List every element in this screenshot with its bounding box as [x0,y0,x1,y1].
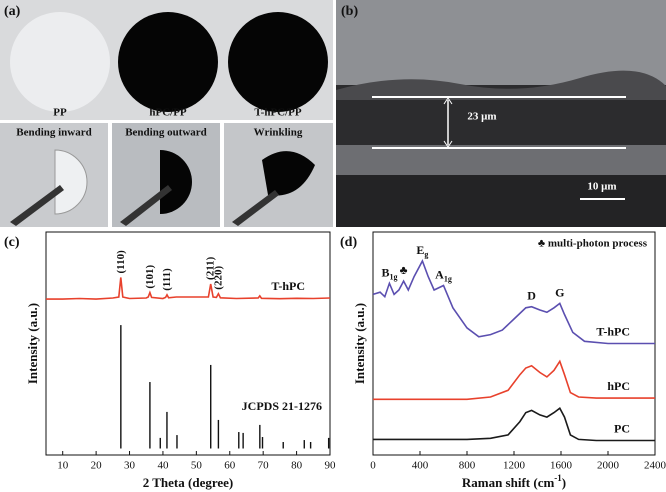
peak-label-main: (110) [114,250,126,274]
annotation: ♣ multi-photon process [538,238,648,250]
sem-layer [336,145,666,175]
panel-label: (a) [4,4,21,19]
tweezers [120,185,172,226]
scale-bar-label: 10 μm [587,181,616,193]
series-line [372,259,655,345]
peak-label: ♣ [400,263,408,277]
photo [0,123,108,227]
x-axis-title-part: ) [562,475,566,490]
series-label: T-hPC [271,279,305,293]
peak-label-main: (101) [143,264,155,288]
x-axis-title: 2 Theta (degree) [143,475,234,490]
x-tick-label: 70 [258,460,270,472]
sem-layer [336,70,666,100]
peak-label: B1g [381,265,397,282]
pp-disc [10,12,110,112]
x-tick-label: 40 [157,460,169,472]
peak-label: (211) [204,256,216,280]
x-tick-label: 0 [370,460,376,472]
x-tick-label: 80 [291,460,303,472]
bent-film [54,149,88,215]
series-line [373,406,655,442]
peak-label-main: G [555,285,564,299]
x-tick-label: 800 [459,460,476,472]
x-tick-label: 1200 [503,460,526,472]
peak-label-main: B [381,265,389,279]
panel-label: (c) [4,235,20,250]
panel-label: (d) [340,235,357,250]
hpc-disc [118,12,218,112]
peak-label: (111) [160,268,172,291]
thpc-disc [228,12,328,112]
wrinkled-film [262,151,315,196]
x-axis-title: Raman shift (cm-1) [462,473,566,490]
x-tick-label: 10 [57,460,69,472]
sem-substrate [336,175,666,227]
x-tick-label: 2400 [644,460,666,472]
tweezers [232,190,279,226]
peak-label: G [555,285,564,299]
plot-frame [45,231,331,456]
sample-label: hPC/PP [149,107,187,119]
series-label: PC [614,421,630,435]
x-axis-title-part: 2 Theta (degree) [143,475,234,490]
peak-label-main: E [416,243,424,257]
peak-label-sub: 1g [444,275,452,284]
arrow-head [443,97,453,148]
peak-label-main: D [527,288,536,302]
peak-label: (220) [212,266,224,290]
series-label: hPC [607,379,630,393]
peak-label-main: (220) [212,266,224,290]
bent-film [160,150,192,214]
peak-label-main: A [435,267,444,281]
x-tick-label: 2000 [597,460,620,472]
x-tick-label: 30 [124,460,136,472]
peak-label: A1g [435,267,452,284]
series-label: T-hPC [596,324,630,338]
panel-label: (b) [341,4,358,19]
peak-label-sub: 1g [389,273,397,282]
peak-label-main: (111) [160,268,172,291]
sample-label: T-hPC/PP [254,107,302,119]
series-line [46,277,331,300]
x-tick-label: 1600 [550,460,573,472]
photo-label: Wrinkling [254,127,303,139]
x-tick-label: 90 [325,460,337,472]
peak-label: (101) [143,264,155,288]
sample-label: PP [53,107,67,119]
y-axis-title: Intensity (a.u.) [352,303,367,384]
series-line [373,359,655,401]
x-axis-title-part: -1 [554,473,562,483]
peak-label-sub: g [424,250,428,259]
x-tick-label: 400 [412,460,429,472]
tweezers [10,185,64,226]
x-axis-title-part: Raman shift (cm [462,475,555,490]
photo-label: Bending inward [16,127,92,139]
peak-label-main: ♣ [400,263,408,277]
peak-label: (110) [114,250,126,274]
peak-label-main: (211) [204,256,216,280]
x-tick-label: 20 [91,460,103,472]
x-tick-label: 50 [191,460,203,472]
peak-label: D [527,288,536,302]
peak-label: Eg [416,243,428,260]
photo-label: Bending outward [125,127,207,139]
reference-label: JCPDS 21-1276 [242,399,322,413]
thickness-label: 23 μm [467,111,496,123]
y-axis-title: Intensity (a.u.) [25,303,40,384]
x-tick-label: 60 [224,460,236,472]
